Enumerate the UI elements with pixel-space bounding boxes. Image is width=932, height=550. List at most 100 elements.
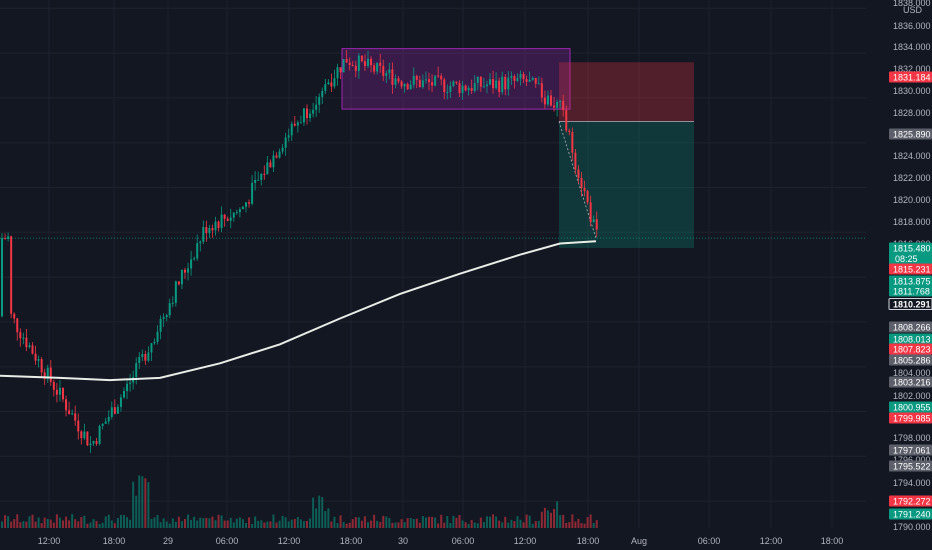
candle-70 (214, 221, 217, 231)
price-axis-panel[interactable] (868, 0, 932, 550)
volume-bar-51 (156, 514, 159, 528)
volume-bar-96 (293, 519, 296, 528)
candle-141 (431, 82, 434, 86)
volume-bar-73 (223, 520, 226, 528)
volume-bar-145 (443, 522, 446, 528)
volume-bar-130 (397, 522, 400, 528)
volume-bar-31 (95, 521, 98, 528)
volume-bars (1, 475, 598, 528)
volume-bar-116 (354, 517, 357, 528)
candle-143 (437, 75, 440, 77)
volume-bar-13 (40, 523, 43, 528)
candle-194 (592, 219, 595, 223)
candle-99 (302, 108, 305, 123)
candle-169 (516, 78, 519, 81)
volume-bar-23 (71, 514, 74, 528)
price-tag-2: 1815.480 (893, 244, 931, 254)
candle-72 (220, 214, 223, 229)
volume-bar-151 (461, 520, 464, 528)
candle-107 (327, 82, 330, 85)
candle-138 (421, 80, 424, 88)
candle-17 (52, 381, 55, 390)
candle-187 (571, 132, 574, 153)
candle-22 (68, 410, 71, 415)
candle-190 (580, 177, 583, 189)
price-tag-4: 1813.875 (893, 277, 931, 287)
volume-bar-98 (299, 519, 302, 528)
candle-46 (141, 354, 144, 358)
volume-bar-134 (409, 517, 412, 528)
candle-82 (251, 182, 254, 204)
candle-21 (65, 399, 68, 411)
candle-85 (260, 173, 263, 180)
candle-185 (565, 110, 568, 131)
time-label-0: 12:00 (38, 536, 61, 546)
price-tick-17: 1790.000 (893, 522, 931, 532)
volume-bar-58 (177, 516, 180, 528)
time-label-11: 06:00 (698, 536, 721, 546)
price-tag-box-12 (889, 401, 932, 413)
volume-bar-36 (110, 520, 113, 528)
candle-126 (385, 73, 388, 76)
volume-bar-66 (202, 518, 205, 528)
price-tag-17: 1791.240 (893, 510, 931, 520)
candle-139 (424, 79, 427, 81)
volume-bar-10 (31, 514, 34, 528)
price-tag-5: 1811.768 (893, 287, 930, 297)
candle-157 (479, 76, 482, 87)
candle-179 (546, 95, 549, 105)
candle-2 (7, 236, 10, 239)
volume-bar-136 (415, 518, 418, 528)
candle-119 (363, 61, 366, 66)
volume-bar-17 (52, 522, 55, 528)
volume-bar-1 (4, 515, 7, 528)
candle-148 (452, 81, 455, 86)
volume-bar-122 (373, 514, 376, 528)
candle-55 (168, 303, 171, 316)
candle-111 (339, 67, 342, 73)
candle-165 (504, 76, 507, 90)
candle-146 (446, 91, 449, 93)
price-tag-box-9 (889, 343, 932, 355)
volume-bar-3 (10, 521, 13, 528)
volume-bar-57 (174, 521, 177, 528)
candle-134 (409, 84, 412, 90)
volume-bar-153 (467, 523, 470, 528)
volume-bar-106 (324, 511, 327, 528)
price-tag-0: 1831.184 (893, 73, 931, 83)
volume-bar-76 (232, 522, 235, 528)
volume-bar-78 (238, 517, 241, 528)
candle-38 (116, 406, 119, 414)
volume-bar-41 (126, 517, 129, 528)
candle-167 (510, 76, 513, 78)
candle-170 (519, 73, 522, 79)
candle-80 (245, 202, 247, 207)
candle-144 (440, 75, 443, 80)
candle-166 (507, 77, 510, 90)
volume-bar-87 (266, 521, 269, 528)
candle-173 (528, 79, 531, 82)
volume-bar-52 (159, 522, 162, 528)
volume-bar-30 (92, 519, 95, 528)
volume-bar-157 (479, 517, 482, 528)
candle-97 (296, 122, 299, 126)
candle-175 (534, 77, 537, 84)
volume-bar-127 (388, 518, 391, 528)
volume-bar-9 (28, 516, 31, 528)
volume-bar-21 (65, 516, 68, 528)
volume-bar-75 (229, 517, 232, 528)
volume-bar-164 (501, 522, 504, 528)
volume-bar-146 (446, 515, 449, 528)
volume-bar-88 (269, 521, 272, 528)
candle-140 (428, 79, 430, 83)
volume-bar-99 (302, 521, 305, 528)
volume-bar-139 (424, 517, 427, 528)
volume-bar-83 (254, 516, 257, 528)
time-axis[interactable]: 12:00 18:00 29 06:00 12:00 18:00 30 06:00 12:00 1… (38, 536, 844, 546)
candle-36 (110, 407, 113, 417)
volume-bar-152 (464, 522, 467, 528)
candle-136 (415, 75, 418, 80)
candle-156 (476, 76, 479, 83)
volume-bar-189 (577, 518, 580, 528)
